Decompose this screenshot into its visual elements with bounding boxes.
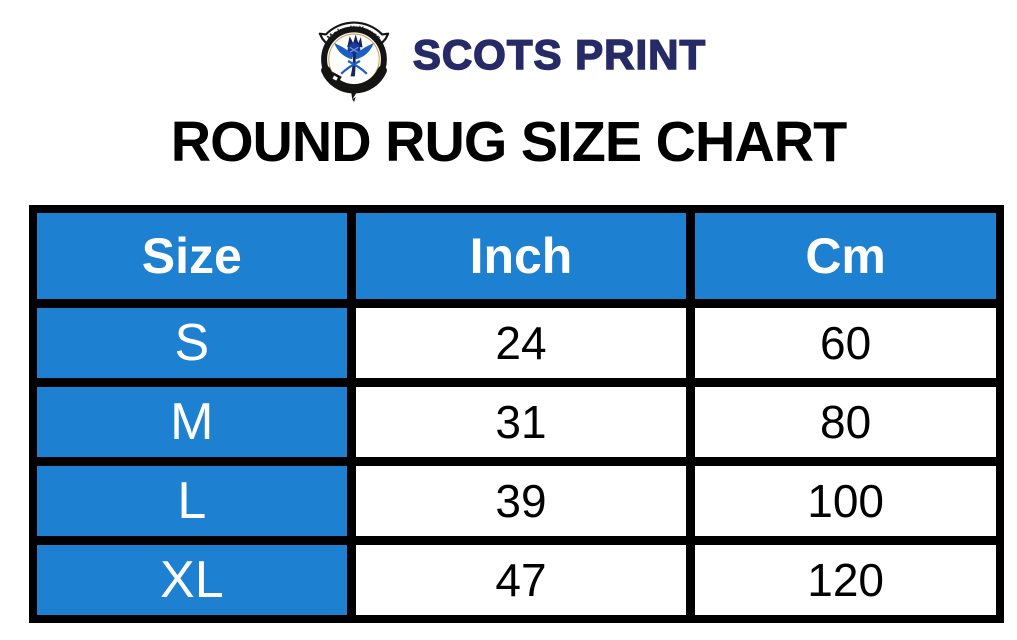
page-title: ROUND RUG SIZE CHART [170,110,848,174]
column-header-cm: Cm [695,213,996,299]
size-cell-m: M [37,387,347,457]
inch-cell-xl: 47 [355,545,687,615]
size-cell-xl: XL [37,545,347,615]
scots-print-badge: Make It Yours [318,21,390,102]
column-header-size: Size [37,213,347,299]
inch-cell-s: 24 [355,308,687,378]
cm-cell-s: 60 [695,308,996,378]
belt-buckle-icon [320,65,387,102]
inch-cell-l: 39 [355,466,687,536]
column-header-inch: Inch [355,213,687,299]
size-chart-table: Size Inch Cm S 24 60 M 31 80 L 39 100 XL… [29,205,1004,623]
size-cell-s: S [37,308,347,378]
logo: Make It Yours SCOTS PRINT [0,0,1017,102]
brand-name: SCOTS PRINT [412,30,707,79]
size-cell-l: L [37,466,347,536]
cm-cell-l: 100 [695,466,996,536]
thistle-icon [334,34,374,77]
cm-cell-xl: 120 [695,545,996,615]
inch-cell-m: 31 [355,387,687,457]
cm-cell-m: 80 [695,387,996,457]
